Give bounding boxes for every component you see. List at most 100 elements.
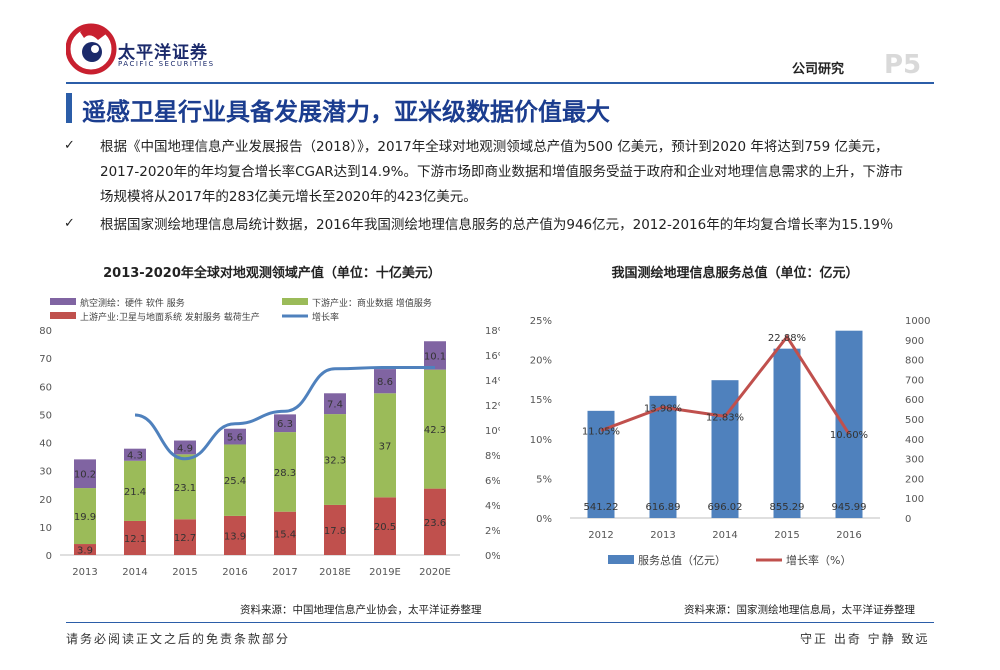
bar-segment [174, 440, 196, 455]
data-label: 696.02 [708, 502, 743, 513]
y-tick-label: 25% [530, 316, 552, 327]
global-eo-output-chart: 航空测绘：硬件 软件 服务 下游产业：商业数据 增值服务上游产业:卫星与地面系统 … [39, 297, 500, 578]
footer-divider [66, 622, 934, 623]
x-tick-label: 2013 [72, 567, 97, 578]
data-label: 7.4 [327, 400, 343, 411]
chart1-title: 2013-2020年全球对地观测领域产值（单位：十亿美元） [103, 266, 441, 281]
company-logo [66, 23, 117, 75]
bar-segment [174, 519, 196, 555]
legend-label: 上游产业:卫星与地面系统 发射服务 载荷生产 [80, 311, 260, 323]
x-tick-label: 2014 [712, 530, 737, 541]
checkmark-icon: ✓ [64, 216, 75, 231]
y-tick-label: 20% [530, 356, 552, 367]
data-label: 13.9 [224, 531, 246, 542]
y2-tick-label: 900 [905, 336, 924, 347]
data-label: 4.9 [177, 443, 193, 454]
bar-segment [274, 414, 296, 433]
legend-label: 服务总值（亿元） [638, 553, 726, 567]
y2-tick-label: 8% [485, 451, 500, 462]
y-tick-label: 40 [39, 439, 52, 450]
bar-segment [374, 369, 396, 394]
x-tick-label: 2013 [650, 530, 675, 541]
bar-segment [74, 544, 96, 555]
brand-name-cn: 太平洋证券 [118, 43, 208, 63]
data-label: 945.99 [832, 502, 867, 513]
data-label: 541.22 [584, 502, 619, 513]
line-data-label: 10.60% [830, 430, 868, 441]
y-tick-label: 80 [39, 326, 52, 337]
legend-label: 航空测绘：硬件 软件 服务 [80, 297, 185, 309]
y-tick-label: 70 [39, 354, 52, 365]
bar [773, 348, 801, 518]
section-label: 公司研究 [792, 62, 845, 77]
bullet-paragraph: 根据国家测绘地理信息局统计数据，2016年我国测绘地理信息服务的总产值为946亿… [100, 217, 894, 233]
legend-swatch [50, 312, 76, 319]
brand-name-en: PACIFIC SECURITIES [118, 60, 215, 68]
y2-tick-label: 10% [485, 426, 500, 437]
x-tick-label: 2015 [172, 567, 197, 578]
data-label: 12.1 [124, 534, 146, 545]
x-tick-label: 2014 [122, 567, 147, 578]
bar-segment [274, 432, 296, 512]
data-label: 42.3 [424, 425, 446, 436]
y-tick-label: 15% [530, 395, 552, 406]
y-tick-label: 10 [39, 523, 52, 534]
bullet-paragraph: 根据《中国地理信息产业发展报告（2018）》，2017年全球对地观测领域总产值为… [100, 139, 903, 205]
y2-tick-label: 0 [905, 514, 911, 525]
data-label: 25.4 [224, 476, 246, 487]
bar-segment [424, 488, 446, 555]
line-data-label: 11.05% [582, 426, 620, 437]
y2-tick-label: 0% [485, 551, 500, 562]
legend-swatch [608, 555, 634, 564]
y2-tick-label: 6% [485, 476, 500, 487]
y2-tick-label: 18% [485, 326, 500, 337]
y2-tick-label: 100 [905, 494, 924, 505]
bar [711, 380, 739, 518]
y2-tick-label: 2% [485, 526, 500, 537]
y-tick-label: 20 [39, 495, 52, 506]
checkmark-icon: ✓ [64, 138, 75, 153]
y2-tick-label: 200 [905, 474, 924, 485]
x-tick-label: 2016 [222, 567, 247, 578]
data-label: 15.4 [274, 529, 296, 540]
y2-tick-label: 600 [905, 395, 924, 406]
bar-segment [224, 515, 246, 555]
y2-tick-label: 700 [905, 375, 924, 386]
data-label: 20.5 [374, 522, 396, 533]
bar [835, 330, 863, 518]
y2-tick-label: 1000 [905, 316, 930, 327]
line-data-label: 12.83% [706, 412, 744, 423]
y-tick-label: 60 [39, 382, 52, 393]
growth-rate-line [600, 334, 851, 435]
chart2-title: 我国测绘地理信息服务总值（单位：亿元） [611, 266, 859, 281]
bar-segment [74, 459, 96, 489]
y2-tick-label: 14% [485, 376, 500, 387]
x-tick-label: 2017 [272, 567, 297, 578]
bar-segment [424, 341, 446, 370]
bar-segment [274, 511, 296, 555]
y2-tick-label: 400 [905, 435, 924, 446]
y-tick-label: 10% [530, 435, 552, 446]
data-label: 5.6 [227, 433, 243, 444]
chart1-source: 资料来源：中国地理信息产业协会，太平洋证券整理 [240, 604, 482, 616]
china-surveying-output-chart: 0% 5% 10% 15% 20% 25% 0 100 200 300 400 500 600 700 80… [530, 316, 930, 567]
footer-disclaimer: 请务必阅读正文之后的免责条款部分 [66, 632, 291, 646]
y2-tick-label: 300 [905, 455, 924, 466]
y-tick-label: 0% [536, 514, 552, 525]
y2-tick-label: 16% [485, 351, 500, 362]
page-title: 遥感卫星行业具备发展潜力，亚米级数据价值最大 [82, 98, 610, 126]
y2-tick-label: 4% [485, 501, 500, 512]
y-tick-label: 30 [39, 467, 52, 478]
bar-segment [324, 414, 346, 505]
x-tick-label: 2018E [319, 567, 351, 578]
x-tick-label: 2016 [836, 530, 861, 541]
data-label: 855.29 [770, 502, 805, 513]
data-label: 28.3 [274, 468, 296, 479]
data-label: 6.3 [277, 419, 293, 430]
y-tick-label: 0 [46, 551, 52, 562]
data-label: 616.89 [646, 502, 681, 513]
bar [649, 395, 677, 518]
bar-segment [324, 504, 346, 555]
bar-segment [124, 448, 146, 461]
bar-segment [324, 393, 346, 415]
